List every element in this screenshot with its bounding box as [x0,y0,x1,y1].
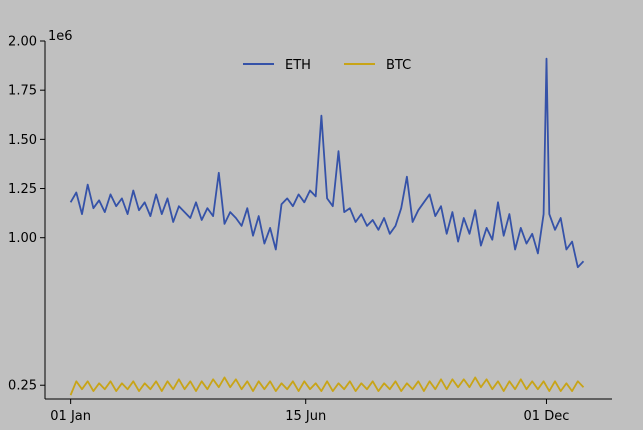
x-tick-label: 15 Jun [285,409,326,424]
x-tick-label: 01 Dec [524,409,570,424]
series-layer [69,57,585,396]
legend: ETH BTC [243,58,411,73]
y-axis-scale-label: 1e6 [48,29,73,44]
y-tick-label: 1.50 [8,133,37,148]
y-tick-label: 2.00 [8,35,37,50]
y-axis-ticks: 0.25 1.00 1.25 1.50 1.75 2.00 [8,35,45,394]
series-line-btc [69,376,585,396]
y-tick-label: 1.75 [8,84,37,99]
x-axis-ticks: 01 Jan 15 Jun 01 Dec [50,399,569,424]
y-tick-label: 1.00 [8,231,37,246]
y-tick-label: 1.25 [8,182,37,197]
y-tick-label: 0.25 [8,379,37,394]
x-tick-label: 01 Jan [50,409,91,424]
legend-label-eth: ETH [285,58,311,73]
legend-label-btc: BTC [386,58,411,73]
plot-area: 1e6 0.25 1.00 1.25 1.50 1.75 2.00 01 Jan 15 Ju… [8,29,612,424]
series-line-eth [69,57,585,269]
